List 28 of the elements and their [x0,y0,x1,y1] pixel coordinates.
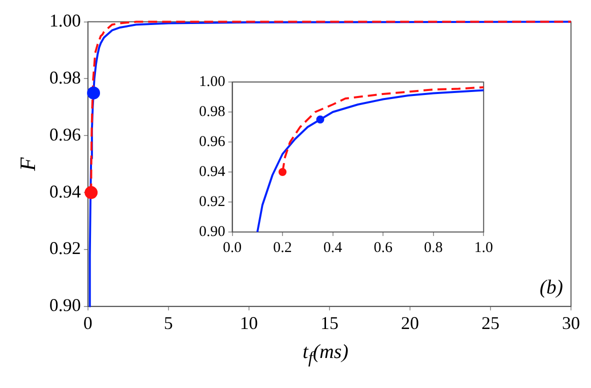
x-tick-label: 0.4 [323,240,343,256]
y-tick-label: 1.00 [199,74,226,90]
x-tick-label: 1.0 [474,240,493,256]
y-axis-title: F [14,156,40,172]
x-tick-label: 5 [164,312,173,333]
y-tick-label: 0.98 [49,67,81,88]
x-tick-label: 0.2 [273,240,292,256]
x-axis-title: t$_{f}$(ms) [302,340,350,369]
y-tick-label: 0.94 [49,181,81,202]
x-tick-label: 30 [562,312,580,333]
y-tick-label: 0.90 [199,224,226,240]
x-tick-label: 0 [83,312,92,333]
annotation: (b) [540,276,564,299]
x-tick-label: 0.8 [424,240,443,256]
y-tick-label: 0.94 [199,164,226,180]
y-tick-label: 0.96 [199,134,226,150]
y-tick-label: 0.92 [49,238,81,258]
x-tick-label: 0.6 [374,240,393,256]
x-tick-label: 10 [240,312,258,333]
y-tick-label: 0.98 [199,104,226,120]
y-tick-label: 0.92 [199,194,226,210]
y-tick-label: 0.96 [49,124,81,144]
x-tick-label: 0.0 [222,240,242,256]
y-tick-label: 1.00 [49,10,81,31]
y-tick-label: 0.90 [49,295,81,316]
x-tick-label: 15 [320,312,338,333]
x-tick-label: 25 [481,312,500,333]
x-tick-label: 20 [400,312,419,333]
